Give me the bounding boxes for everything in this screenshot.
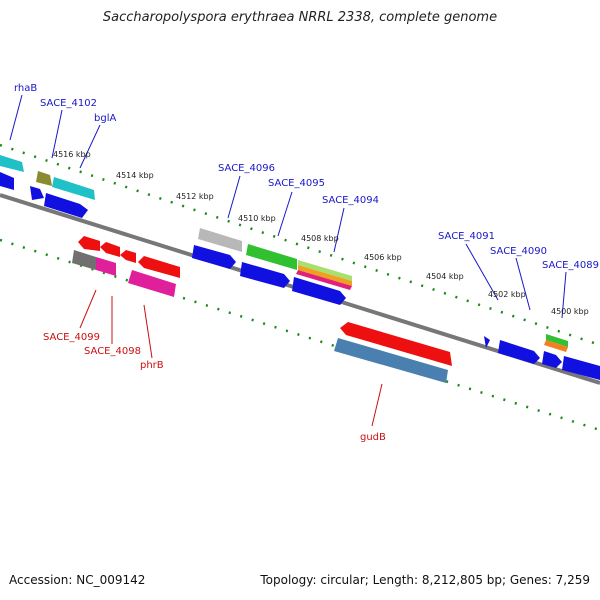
gene-rhaB[interactable] — [0, 155, 24, 172]
gene-arrow-reverse[interactable] — [100, 242, 120, 257]
gene-sace-4102[interactable] — [36, 171, 52, 186]
scale-label: 4514 kbp — [116, 171, 154, 180]
label-sace-4096: SACE_4096 — [218, 163, 275, 174]
scale-label: 4506 kbp — [364, 253, 402, 262]
label-sace-4090: SACE_4090 — [490, 246, 547, 257]
gene-arrow[interactable] — [498, 340, 540, 364]
label-gudB: gudB — [360, 432, 386, 443]
label-sace-4094: SACE_4094 — [322, 195, 379, 206]
gene-sace-4089-b[interactable] — [544, 340, 568, 352]
label-rhaB: rhaB — [14, 83, 37, 94]
genome-summary-text: Topology: circular; Length: 8,212,805 bp… — [260, 573, 590, 587]
gene-arrow[interactable] — [192, 245, 236, 269]
gene-phrB[interactable] — [128, 270, 176, 297]
gene-sace-4094-b[interactable] — [298, 265, 352, 286]
gene-arrow[interactable] — [240, 262, 290, 288]
label-sace-4089: SACE_4089 — [542, 260, 599, 271]
gene-sace-4098[interactable] — [96, 257, 116, 276]
gene-arrow[interactable] — [542, 351, 562, 368]
accession-text: Accession: NC_009142 — [9, 573, 146, 587]
gene-sace-4094-c[interactable] — [296, 270, 352, 290]
gene-arrow[interactable] — [0, 172, 14, 190]
label-phrB: phrB — [140, 360, 164, 371]
gene-sace-4096[interactable] — [198, 228, 242, 252]
gene-sace-4094-a[interactable] — [298, 260, 352, 281]
label-bglA: bglA — [94, 113, 116, 124]
gene-gudB-upper[interactable] — [340, 322, 452, 366]
gene-arrow-reverse[interactable] — [138, 256, 180, 278]
gene-arrow[interactable] — [484, 336, 490, 348]
map-title: Saccharopolyspora erythraea NRRL 2338, c… — [102, 10, 498, 25]
gene-arrow[interactable] — [292, 277, 346, 305]
forward-strand-features — [0, 172, 600, 380]
gene-bglA[interactable] — [52, 177, 95, 200]
gene-gudB[interactable] — [334, 338, 448, 383]
scale-label: 4504 kbp — [426, 272, 464, 281]
label-sace-4099: SACE_4099 — [43, 332, 100, 343]
label-sace-4091: SACE_4091 — [438, 231, 495, 242]
scale-label: 4508 kbp — [301, 234, 339, 243]
gene-arrow[interactable] — [30, 186, 44, 200]
gene-arrow-reverse[interactable] — [78, 236, 100, 251]
scale-label: 4500 kbp — [551, 307, 589, 316]
gene-sace-4099[interactable] — [72, 250, 96, 270]
scale-label: 4516 kbp — [53, 150, 91, 159]
gene-arrow[interactable] — [44, 193, 88, 218]
label-sace-4095: SACE_4095 — [268, 178, 325, 189]
gene-sace-4095[interactable] — [246, 244, 297, 270]
forward-gene-labels — [9, 94, 567, 319]
gene-arrow[interactable] — [562, 356, 600, 380]
label-sace-4102: SACE_4102 — [40, 98, 97, 109]
scale-label: 4512 kbp — [176, 192, 214, 201]
scale-label: 4510 kbp — [238, 214, 276, 223]
reverse-gene-labels — [79, 289, 383, 427]
gene-arrow-reverse[interactable] — [120, 250, 136, 263]
scale-label: 4502 kbp — [488, 290, 526, 299]
label-sace-4098: SACE_4098 — [84, 346, 141, 357]
gene-sace-4089-a[interactable] — [546, 334, 568, 347]
